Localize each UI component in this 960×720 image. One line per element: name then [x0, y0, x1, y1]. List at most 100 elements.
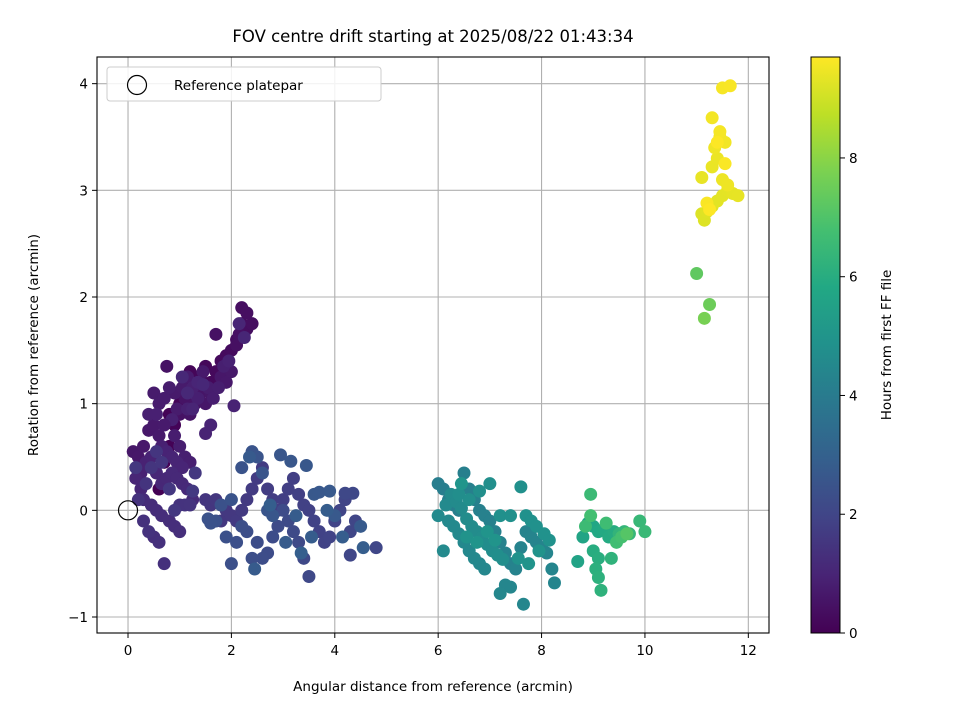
scatter-point: [488, 533, 502, 547]
scatter-point: [509, 562, 523, 576]
scatter-point: [266, 509, 280, 523]
scatter-point: [504, 509, 518, 523]
scatter-point: [703, 203, 717, 217]
scatter-point: [591, 551, 605, 565]
scatter-point: [281, 482, 295, 496]
scatter-point: [162, 381, 176, 395]
scatter-point: [516, 597, 530, 611]
legend-marker: [126, 74, 148, 96]
scatter-point: [633, 514, 647, 528]
scatter-point: [248, 562, 262, 576]
x-tick-label: 0: [124, 643, 133, 659]
scatter-point: [129, 461, 143, 475]
scatter-point: [139, 477, 153, 491]
scatter-point: [206, 391, 220, 405]
scatter-point: [155, 455, 169, 469]
scatter-point: [522, 557, 536, 571]
scatter-point: [436, 544, 450, 558]
scatter-point: [214, 498, 228, 512]
y-tick-label: 1: [79, 397, 88, 413]
legend-box: [106, 66, 382, 102]
scatter-point: [690, 267, 704, 281]
scatter-point: [232, 317, 246, 331]
scatter-point: [160, 359, 174, 373]
scatter-point: [276, 493, 290, 507]
scatter-point: [292, 535, 306, 549]
scatter-point: [144, 461, 158, 475]
scatter-point: [147, 386, 161, 400]
scatter-point: [547, 576, 561, 590]
colorbar-tick-label: 4: [849, 388, 858, 404]
scatter-point: [240, 306, 254, 320]
scatter-point: [721, 178, 735, 192]
scatter-point: [271, 519, 285, 533]
scatter-point: [131, 493, 145, 507]
scatter-point: [147, 418, 161, 432]
scatter-point: [170, 402, 184, 416]
scatter-point: [604, 551, 618, 565]
reference-platepar-marker: [117, 500, 139, 521]
scatter-point: [157, 391, 171, 405]
scatter-point: [480, 525, 494, 539]
y-tick-label: 0: [79, 503, 88, 519]
scatter-point: [168, 503, 182, 517]
scatter-point: [493, 587, 507, 601]
scatter-point: [302, 503, 316, 517]
scatter-point: [305, 530, 319, 544]
legend: Reference platepar: [106, 66, 382, 102]
scatter-point: [209, 327, 223, 341]
colorbar: 0 2 4 6 8 Hours from first FF file: [810, 56, 895, 642]
scatter-point: [186, 402, 200, 416]
scatter-point: [245, 317, 259, 331]
scatter-point: [320, 503, 334, 517]
scatter-point: [369, 541, 383, 555]
scatter-point: [235, 503, 249, 517]
scatter-point: [336, 530, 350, 544]
scatter-point: [532, 544, 546, 558]
scatter-point: [302, 569, 316, 583]
scatter-point: [496, 552, 510, 566]
x-ticks: 0 2 4 6 8 10 12: [124, 633, 757, 659]
scatter-point: [149, 407, 163, 421]
scatter-point: [211, 381, 225, 395]
colorbar-tick-label: 6: [849, 270, 858, 286]
scatter-point: [638, 525, 652, 539]
scatter-point: [173, 439, 187, 453]
scatter-point: [263, 498, 277, 512]
scatter-point: [137, 514, 151, 528]
scatter-point: [483, 514, 497, 528]
y-axis-label: Rotation from reference (arcmin): [26, 234, 42, 456]
x-tick-label: 10: [636, 643, 653, 659]
scatter-point: [157, 418, 171, 432]
scatter-point: [266, 530, 280, 544]
scatter-point: [237, 331, 251, 345]
scatter-point: [180, 386, 194, 400]
scatter-point: [470, 535, 484, 549]
scatter-point: [152, 429, 166, 443]
scatter-point: [227, 399, 241, 413]
scatter-point: [292, 487, 306, 501]
scatter-point: [245, 482, 259, 496]
scatter-point: [274, 448, 288, 462]
scatter-point: [483, 477, 497, 491]
y-tick-label: −1: [68, 610, 88, 626]
scatter-point: [224, 557, 238, 571]
scatter-point: [286, 525, 300, 539]
scatter-point: [718, 157, 732, 171]
scatter-point: [276, 503, 290, 517]
scatter-point: [201, 512, 215, 526]
scatter-point: [697, 311, 711, 325]
grid: [97, 57, 769, 633]
scatter-point: [294, 546, 308, 560]
scatter-point: [599, 516, 613, 530]
scatter-point: [157, 557, 171, 571]
scatter-point: [168, 429, 182, 443]
scatter-point: [454, 477, 468, 491]
scatter-point: [219, 530, 233, 544]
scatter-point: [594, 583, 608, 597]
scatter-point: [542, 533, 556, 547]
scatter-point: [230, 535, 244, 549]
scatter-point: [284, 454, 298, 468]
legend-label: Reference platepar: [174, 78, 303, 94]
